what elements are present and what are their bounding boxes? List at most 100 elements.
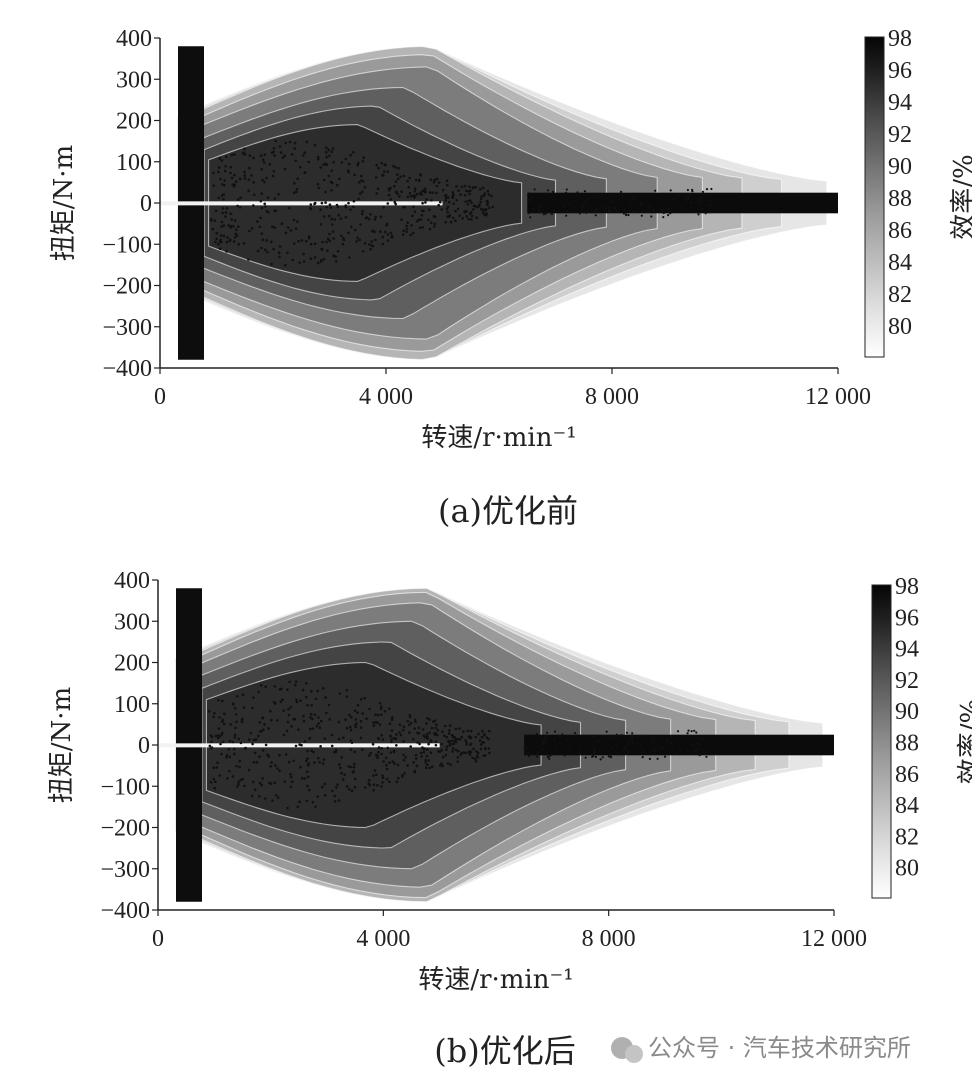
operating-point <box>446 762 450 765</box>
operating-point <box>261 716 264 720</box>
operating-point <box>270 719 273 722</box>
operating-point <box>426 763 429 767</box>
y-tick-label: −200 <box>102 274 152 300</box>
operating-point <box>698 754 701 757</box>
operating-point <box>420 190 423 194</box>
operating-point <box>383 170 386 173</box>
operating-point <box>464 200 468 204</box>
x-axis-label: 转速/r·min⁻¹ <box>418 965 573 995</box>
operating-point <box>214 734 218 738</box>
operating-point <box>294 227 298 230</box>
operating-point <box>419 174 423 177</box>
operating-point <box>454 727 458 731</box>
operating-point <box>456 760 460 763</box>
operating-point <box>660 209 663 212</box>
operating-point <box>640 203 643 206</box>
operating-point <box>296 805 300 809</box>
operating-point <box>298 165 302 169</box>
y-tick-label: −300 <box>102 315 152 341</box>
operating-point <box>321 240 324 244</box>
operating-point <box>464 751 468 755</box>
operating-point <box>596 739 599 743</box>
operating-point <box>215 766 219 769</box>
operating-point <box>610 735 614 738</box>
operating-point <box>286 251 289 255</box>
operating-point <box>464 739 467 742</box>
operating-point <box>314 805 317 809</box>
operating-point <box>320 247 323 251</box>
operating-point <box>241 777 245 781</box>
operating-point <box>487 747 491 750</box>
operating-point <box>237 225 240 228</box>
operating-point <box>546 189 550 192</box>
operating-point <box>345 695 349 698</box>
colorbar-tick-label: 82 <box>895 824 919 850</box>
operating-point <box>430 199 433 202</box>
operating-point <box>466 729 470 733</box>
operating-point <box>374 215 378 219</box>
operating-point <box>415 192 419 196</box>
operating-point <box>235 234 239 237</box>
operating-point <box>233 706 237 710</box>
operating-point <box>420 193 423 196</box>
operating-point <box>610 747 613 750</box>
operating-point <box>278 145 282 148</box>
operating-point <box>242 242 246 245</box>
colorbar-gradient <box>864 36 885 358</box>
operating-point <box>347 765 351 768</box>
operating-point <box>394 180 398 183</box>
operating-point <box>369 213 372 216</box>
operating-point <box>217 727 221 730</box>
x-tick-label: 12 000 <box>805 384 871 410</box>
operating-point <box>218 735 221 738</box>
operating-point <box>233 153 236 156</box>
operating-point <box>369 751 372 755</box>
operating-point <box>320 258 323 262</box>
operating-point <box>361 712 365 715</box>
operating-point <box>395 780 399 784</box>
operating-point <box>372 783 376 786</box>
operating-point <box>263 202 267 206</box>
colorbar-tick-label: 94 <box>895 637 919 663</box>
operating-point <box>614 737 617 740</box>
operating-point <box>586 210 590 213</box>
operating-point <box>525 751 528 754</box>
operating-point <box>576 191 579 194</box>
operating-point <box>273 197 277 200</box>
operating-point <box>394 737 398 740</box>
operating-point <box>444 753 448 757</box>
operating-point <box>294 159 297 163</box>
operating-point <box>468 189 472 193</box>
operating-point <box>208 744 212 748</box>
operating-point <box>233 747 236 751</box>
operating-point <box>289 775 293 779</box>
operating-point <box>293 141 297 145</box>
operating-point <box>371 742 375 746</box>
operating-point <box>247 258 250 261</box>
operating-point <box>586 203 589 206</box>
operating-point <box>316 795 320 798</box>
operating-point <box>313 202 316 206</box>
operating-point <box>421 226 425 229</box>
operating-point <box>635 742 638 745</box>
operating-point <box>450 742 453 746</box>
operating-point <box>237 782 240 786</box>
operating-point <box>306 775 310 779</box>
operating-point <box>607 209 611 212</box>
operating-point <box>210 746 214 749</box>
operating-point <box>697 193 700 196</box>
operating-point <box>466 189 470 193</box>
operating-point <box>654 189 657 192</box>
operating-point <box>281 156 285 159</box>
operating-point <box>334 748 338 752</box>
operating-point <box>295 190 298 194</box>
operating-point <box>359 726 363 729</box>
operating-point <box>389 751 393 754</box>
operating-point <box>265 176 268 180</box>
operating-point <box>238 177 242 181</box>
operating-point <box>584 750 587 753</box>
operating-point <box>546 731 549 734</box>
operating-point <box>229 226 232 229</box>
operating-point <box>424 761 428 764</box>
operating-point <box>572 199 575 202</box>
